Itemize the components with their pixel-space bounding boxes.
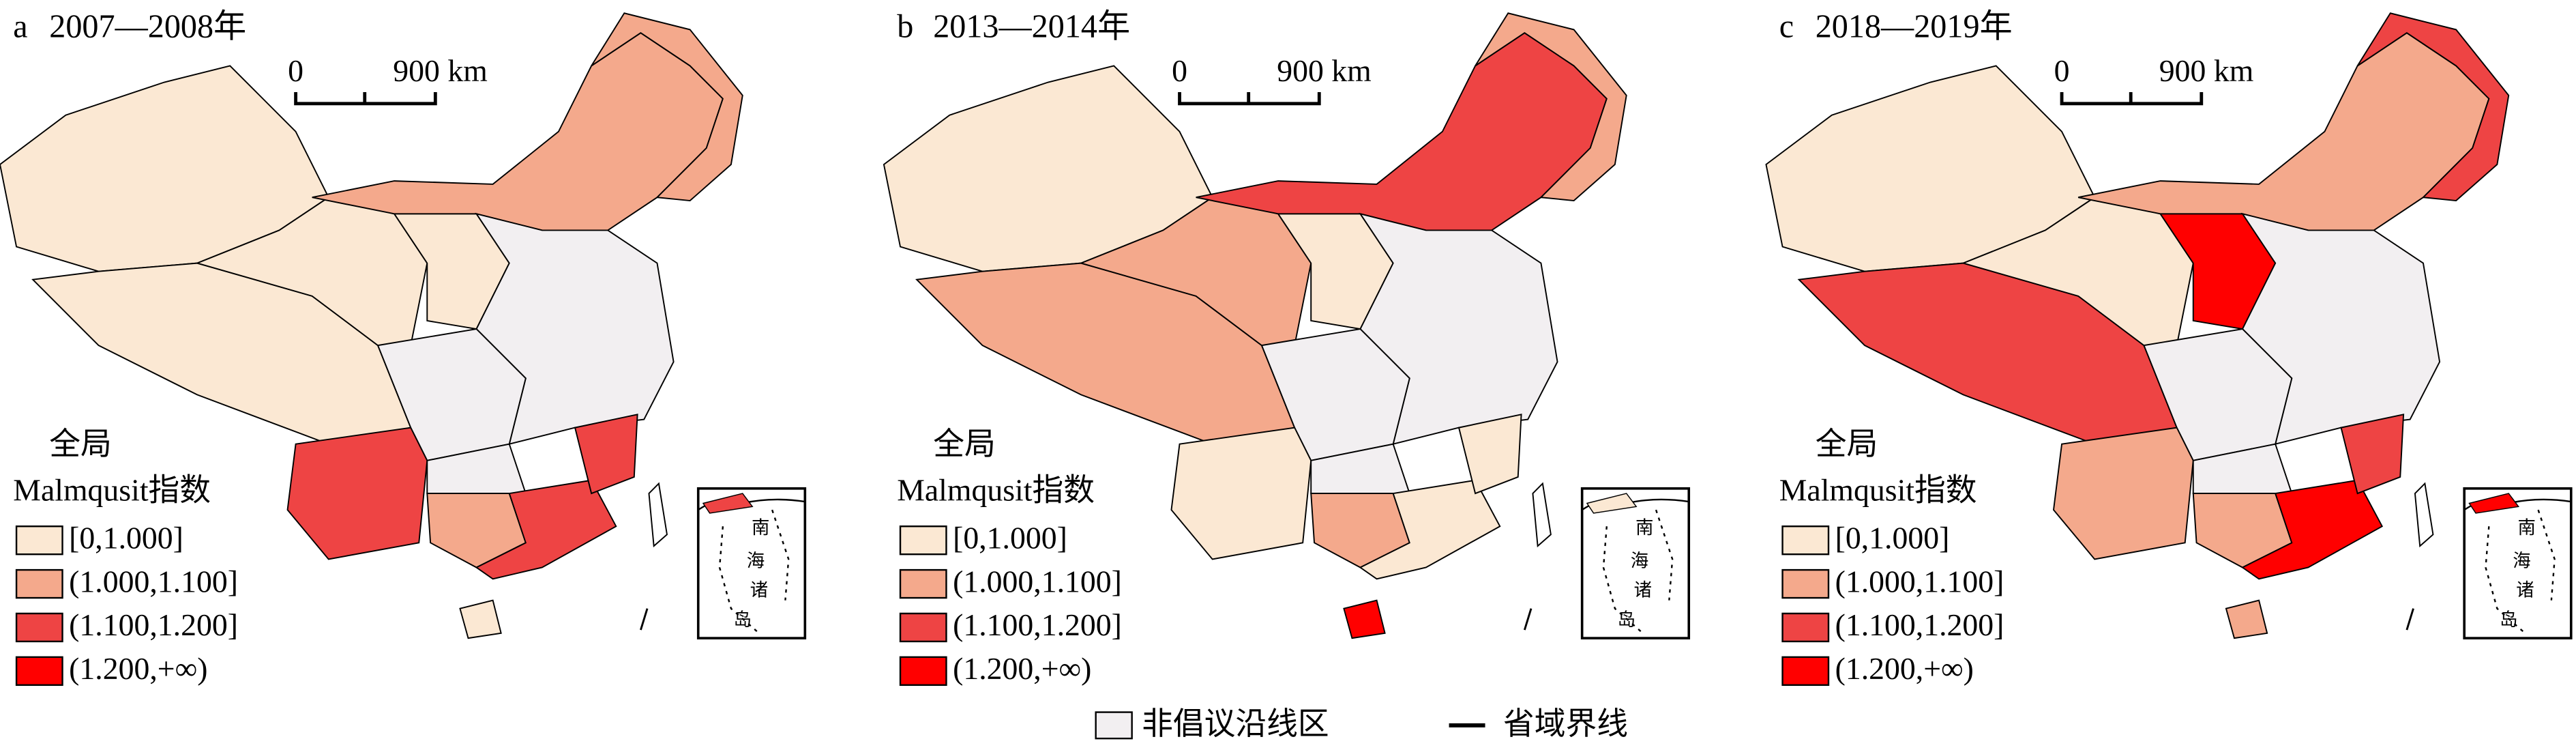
province (1170, 427, 1312, 560)
legend-swatch (899, 568, 947, 599)
legend-label: (1.200,+∞) (69, 651, 207, 686)
inset-island (2468, 493, 2519, 514)
legend-swatch (899, 525, 947, 556)
legend-label: (1.000,1.100] (69, 564, 238, 598)
scale-zero: 0 (1172, 53, 1187, 88)
panel-label: c (1779, 8, 1794, 44)
inset-label: 诸 (2516, 580, 2534, 601)
legend-swatch (15, 612, 63, 643)
legend-subtitle: Malmqusit指数 (1779, 473, 1977, 508)
panel-period: 2013—2014年 (933, 8, 1130, 44)
province (648, 482, 668, 548)
scale-bar (2060, 91, 2204, 106)
legend-swatch (1781, 612, 1830, 643)
islands (2405, 608, 2414, 631)
legend-label: (1.200,+∞) (953, 651, 1091, 686)
inset-label: 岛 (1617, 609, 1635, 630)
province (1196, 32, 1608, 231)
inset-frame (1580, 487, 1691, 639)
legend-swatch (1781, 568, 1830, 599)
legend-swatch (15, 656, 63, 687)
inset-frame (696, 487, 807, 639)
inset-label: 南 (752, 517, 769, 538)
province (574, 414, 638, 495)
province (459, 599, 502, 639)
inset-label: 诸 (1634, 580, 1652, 601)
inset-label: 岛 (734, 609, 752, 630)
legend-label: [0,1.000] (1835, 520, 1950, 555)
inset-label: 海 (747, 550, 765, 571)
inset-island (702, 493, 754, 514)
legend-swatch (899, 656, 947, 687)
scale-distance: 900 km (2159, 53, 2254, 88)
panel-period: 2018—2019年 (1816, 8, 2013, 44)
legend-swatch (15, 525, 63, 556)
legend-swatch (899, 612, 947, 643)
map-panel: b 2013—2014年 0 900 km 全局 Malmqusit指数 [0,1.000]… (883, 8, 1691, 687)
map-panel: c 2018—2019年 0 900 km 全局 Malmqusit指数 [0,1.000]… (1765, 8, 2573, 687)
legend-swatch (15, 568, 63, 599)
islands (1523, 608, 1533, 631)
panel-period: 2007—2008年 (49, 8, 246, 44)
province (1457, 414, 1522, 495)
province (1475, 12, 1627, 202)
islands (640, 608, 649, 631)
province (2225, 599, 2268, 639)
scale-distance: 900 km (1277, 53, 1372, 88)
inset-boundary (1602, 509, 1674, 634)
province (1532, 482, 1552, 548)
legend-title: 全局 (933, 427, 996, 461)
province (2340, 414, 2405, 495)
legend-subtitle: Malmqusit指数 (897, 473, 1095, 508)
panel-label: b (897, 8, 913, 44)
inset-boundary (2485, 509, 2556, 634)
footer-swatch (1095, 711, 1133, 740)
inset-label: 岛 (2500, 609, 2517, 630)
inset-label: 南 (2517, 517, 2535, 538)
legend-swatch (1781, 525, 1830, 556)
inset-label: 南 (1635, 517, 1653, 538)
scale-zero: 0 (288, 53, 304, 88)
legend-subtitle: Malmqusit指数 (13, 473, 211, 508)
map-panel: a 2007—2008年 0 900 km 全局 Malmqusit指数 [0,1.000]… (0, 8, 807, 687)
legend-title: 全局 (1816, 427, 1878, 461)
inset-label: 海 (1631, 550, 1648, 571)
inset-label: 诸 (750, 580, 768, 601)
province (591, 12, 743, 202)
province (2356, 12, 2510, 202)
legend-title: 全局 (49, 427, 112, 461)
inset-boundary (718, 509, 790, 634)
legend-label: (1.100,1.200] (953, 607, 1122, 642)
legend-label: [0,1.000] (69, 520, 183, 555)
legend-label: [0,1.000] (953, 520, 1067, 555)
footer-label: 省域界线 (1503, 706, 1628, 741)
legend-label: (1.000,1.100] (1835, 564, 2004, 598)
legend-label: (1.200,+∞) (1835, 651, 1974, 686)
legend-label: (1.100,1.200] (69, 607, 238, 642)
province (2414, 482, 2434, 548)
scale-bar (1178, 91, 1321, 106)
province (2052, 427, 2194, 560)
legend-label: (1.100,1.200] (1835, 607, 2004, 642)
legend-swatch (1781, 656, 1830, 687)
inset-frame (2463, 487, 2573, 639)
province (1343, 599, 1386, 639)
province (2077, 32, 2490, 231)
province (286, 427, 428, 560)
province (312, 32, 724, 231)
inset-island (1586, 493, 1638, 514)
legend-label: (1.000,1.100] (953, 564, 1122, 598)
inset-label: 海 (2513, 550, 2530, 571)
scale-bar (294, 91, 437, 106)
footer-label: 非倡议沿线区 (1142, 706, 1329, 741)
scale-zero: 0 (2054, 53, 2070, 88)
scale-distance: 900 km (393, 53, 488, 88)
panel-label: a (13, 8, 27, 44)
